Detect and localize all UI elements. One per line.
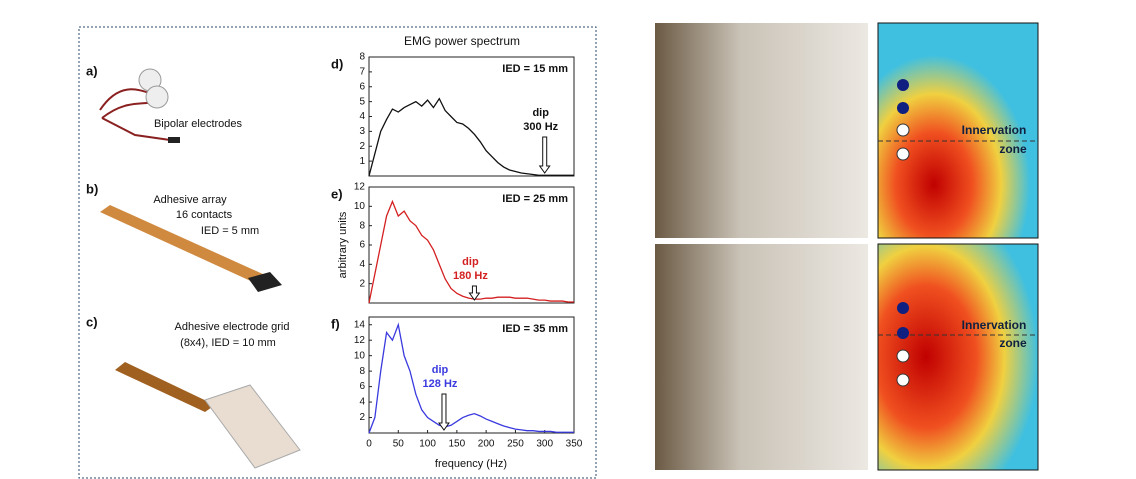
y-tick-label: 10	[354, 201, 366, 212]
y-tick-label: 5	[359, 96, 365, 107]
y-tick-label: 14	[354, 319, 366, 330]
y-tick-label: 3	[359, 126, 365, 137]
y-tick-label: 10	[354, 350, 366, 361]
plot-frame	[368, 316, 575, 434]
panel-text: IED = 5 mm	[201, 225, 259, 237]
dip-value: 300 Hz	[523, 121, 558, 133]
y-tick-label: 12	[354, 335, 366, 346]
spectrum-line	[368, 199, 574, 304]
y-tick-label: 6	[359, 381, 365, 392]
electrode-dots	[896, 79, 910, 387]
dip-label: dip	[462, 256, 479, 268]
x-tick-label: 350	[566, 439, 583, 450]
panel-text: Adhesive electrode grid	[175, 321, 290, 333]
spectrum-line	[368, 97, 574, 177]
annotation: zone	[999, 142, 1027, 156]
x-tick-label: 200	[478, 439, 495, 450]
y-tick-label: 6	[359, 240, 365, 251]
heatmap	[877, 243, 1039, 471]
x-tick-label: 100	[419, 439, 436, 450]
y-tick-label: 8	[359, 366, 365, 377]
annotation: Innervation	[962, 318, 1027, 332]
spectrum-title: EMG power spectrum	[404, 34, 520, 48]
panel-label: e)	[331, 186, 343, 201]
annotation: zone	[999, 336, 1027, 350]
electrode-bipolar	[99, 68, 180, 143]
y-tick-label: 4	[359, 397, 365, 408]
y-tick-label: 8	[359, 220, 365, 231]
y-tick-label: 12	[354, 182, 366, 193]
y-label: arbitrary units	[337, 211, 349, 278]
y-tick-label: 2	[359, 141, 365, 152]
dip-value: 180 Hz	[453, 270, 488, 282]
panel-label: d)	[331, 56, 343, 71]
dip-arrow	[468, 285, 481, 301]
panel-label: a)	[86, 63, 98, 78]
annotation: Innervation	[962, 123, 1027, 137]
dip-arrow	[437, 393, 450, 431]
panel-text: (8x4), IED = 10 mm	[180, 337, 276, 349]
panel-label: f)	[331, 316, 340, 331]
x-tick-label: 50	[393, 439, 405, 450]
y-tick-label: 8	[359, 52, 365, 63]
panel-text: 16 contacts	[176, 209, 233, 221]
spectrum-line	[368, 322, 574, 434]
y-tick-label: 4	[359, 111, 365, 122]
annotation: IED = 25 mm	[502, 193, 568, 205]
panel-text: Adhesive array	[153, 194, 227, 206]
dip-value: 128 Hz	[423, 378, 458, 390]
x-tick-label: 300	[536, 439, 553, 450]
panel-label: b)	[86, 181, 98, 196]
photo	[655, 244, 868, 470]
annotation: IED = 15 mm	[502, 63, 568, 75]
dip-arrow	[538, 136, 551, 174]
y-tick-label: 2	[359, 278, 365, 289]
y-tick-label: 7	[359, 67, 365, 78]
photo	[655, 23, 868, 238]
panel-text: Bipolar electrodes	[154, 118, 243, 130]
electrode-grid	[115, 362, 301, 469]
electrode-array	[100, 205, 282, 292]
dip-label: dip	[432, 364, 449, 376]
x-tick-label: 150	[449, 439, 466, 450]
y-tick-label: 4	[359, 259, 365, 270]
y-tick-label: 1	[359, 156, 365, 167]
x-tick-label: 0	[366, 439, 372, 450]
y-tick-label: 6	[359, 81, 365, 92]
dip-label: dip	[532, 107, 549, 119]
panel-label: c)	[86, 314, 98, 329]
x-tick-label: 250	[507, 439, 524, 450]
x-label: frequency (Hz)	[435, 458, 507, 470]
y-tick-label: 2	[359, 412, 365, 423]
annotation: IED = 35 mm	[502, 323, 568, 335]
